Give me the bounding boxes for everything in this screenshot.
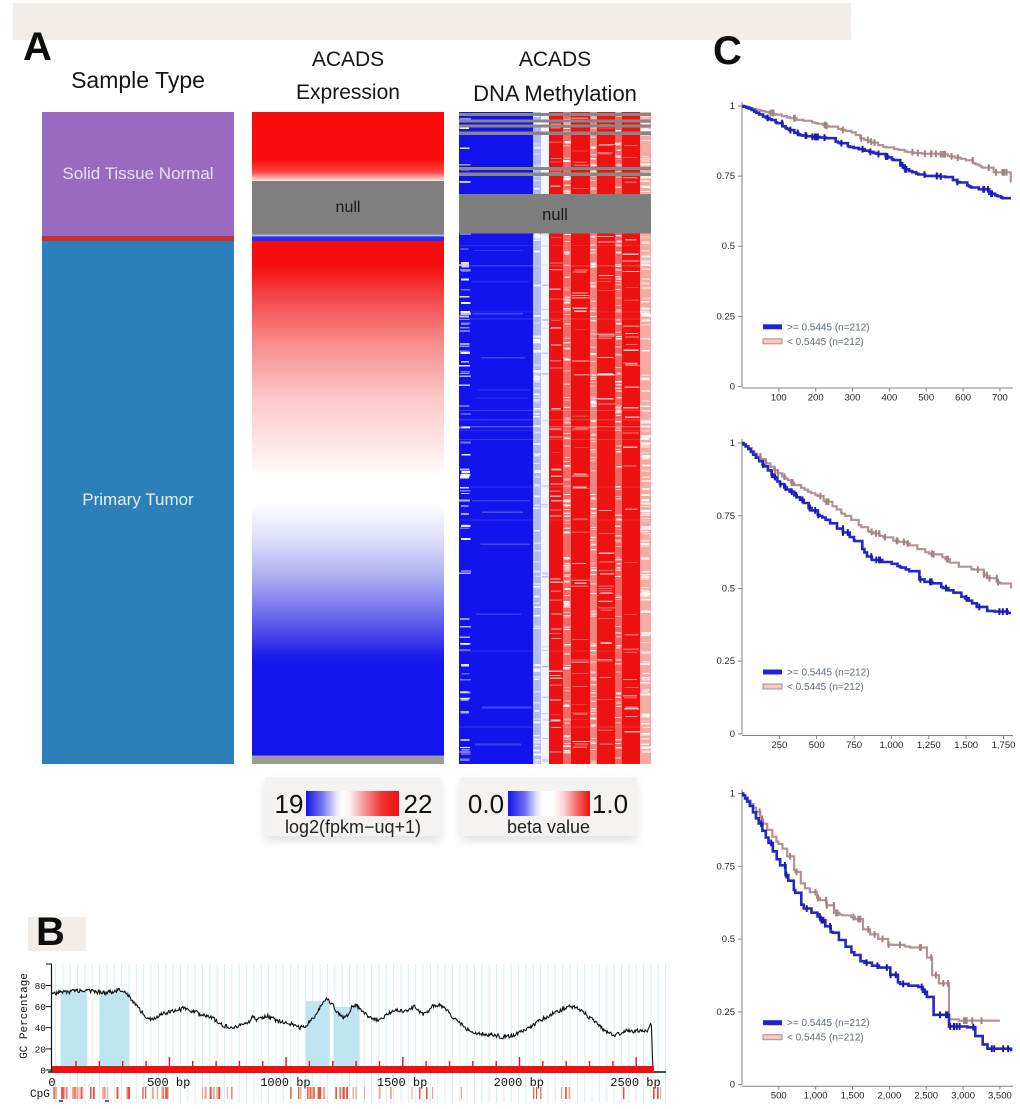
svg-text:2,000: 2,000 [878, 1091, 902, 1102]
svg-text:>= 0.5445 (n=212): >= 0.5445 (n=212) [787, 322, 870, 333]
svg-text:0: 0 [730, 382, 735, 393]
svg-text:0.25: 0.25 [717, 656, 736, 667]
svg-text:3,000: 3,000 [951, 1091, 975, 1102]
svg-text:< 0.5445 (n=212): < 0.5445 (n=212) [787, 337, 864, 348]
svg-text:1,500: 1,500 [954, 740, 978, 751]
svg-text:< 0.5445 (n=212): < 0.5445 (n=212) [787, 682, 864, 693]
svg-text:1000 bp: 1000 bp [260, 1076, 310, 1090]
svg-text:700: 700 [992, 393, 1008, 404]
svg-text:500: 500 [918, 393, 934, 404]
svg-text:100: 100 [771, 393, 787, 404]
svg-text:0: 0 [40, 1066, 46, 1077]
svg-text:>= 0.5445 (n=212): >= 0.5445 (n=212) [787, 1018, 870, 1029]
svg-text:1: 1 [730, 789, 735, 800]
svg-text:1,000: 1,000 [804, 1091, 828, 1102]
svg-text:1,000: 1,000 [880, 740, 904, 751]
svg-text:0: 0 [48, 1076, 55, 1090]
svg-text:< 0.5445 (n=212): < 0.5445 (n=212) [787, 1033, 864, 1044]
svg-text:0.5: 0.5 [722, 584, 735, 595]
svg-text:GC Percentage: GC Percentage [19, 973, 31, 1059]
svg-text:300: 300 [845, 393, 861, 404]
svg-text:>= 0.5445 (n=212): >= 0.5445 (n=212) [787, 668, 870, 679]
svg-text:1,750: 1,750 [992, 740, 1016, 751]
svg-text:CpG: CpG [30, 1089, 50, 1101]
svg-text:null: null [542, 206, 568, 224]
svg-text:20: 20 [35, 1044, 47, 1055]
svg-text:400: 400 [881, 393, 897, 404]
svg-text:0.75: 0.75 [717, 511, 736, 522]
svg-text:2,500: 2,500 [914, 1091, 938, 1102]
svg-text:1,500: 1,500 [841, 1091, 865, 1102]
svg-text:0.5: 0.5 [722, 934, 735, 945]
svg-text:2000 bp: 2000 bp [494, 1076, 544, 1090]
svg-text:500: 500 [809, 740, 825, 751]
svg-text:1500 bp: 1500 bp [377, 1076, 427, 1090]
svg-text:2500 bp: 2500 bp [610, 1076, 660, 1090]
svg-text:0: 0 [730, 729, 735, 740]
svg-text:600: 600 [955, 393, 971, 404]
svg-text:500 bp: 500 bp [147, 1076, 190, 1090]
svg-text:0.25: 0.25 [717, 311, 736, 322]
svg-text:0.5: 0.5 [722, 241, 735, 252]
svg-text:60: 60 [35, 1002, 47, 1013]
svg-text:80: 80 [35, 981, 47, 992]
svg-text:750: 750 [846, 740, 862, 751]
svg-text:0: 0 [730, 1080, 735, 1091]
svg-text:250: 250 [771, 740, 787, 751]
svg-text:1,250: 1,250 [917, 740, 941, 751]
svg-text:0.75: 0.75 [717, 861, 736, 872]
svg-text:1: 1 [730, 101, 735, 112]
svg-text:0.75: 0.75 [717, 171, 736, 182]
svg-text:3,500: 3,500 [988, 1091, 1012, 1102]
svg-text:0.25: 0.25 [717, 1007, 736, 1018]
svg-text:200: 200 [808, 393, 824, 404]
svg-text:500: 500 [771, 1091, 787, 1102]
svg-text:40: 40 [35, 1023, 47, 1034]
svg-text:1: 1 [730, 438, 735, 449]
